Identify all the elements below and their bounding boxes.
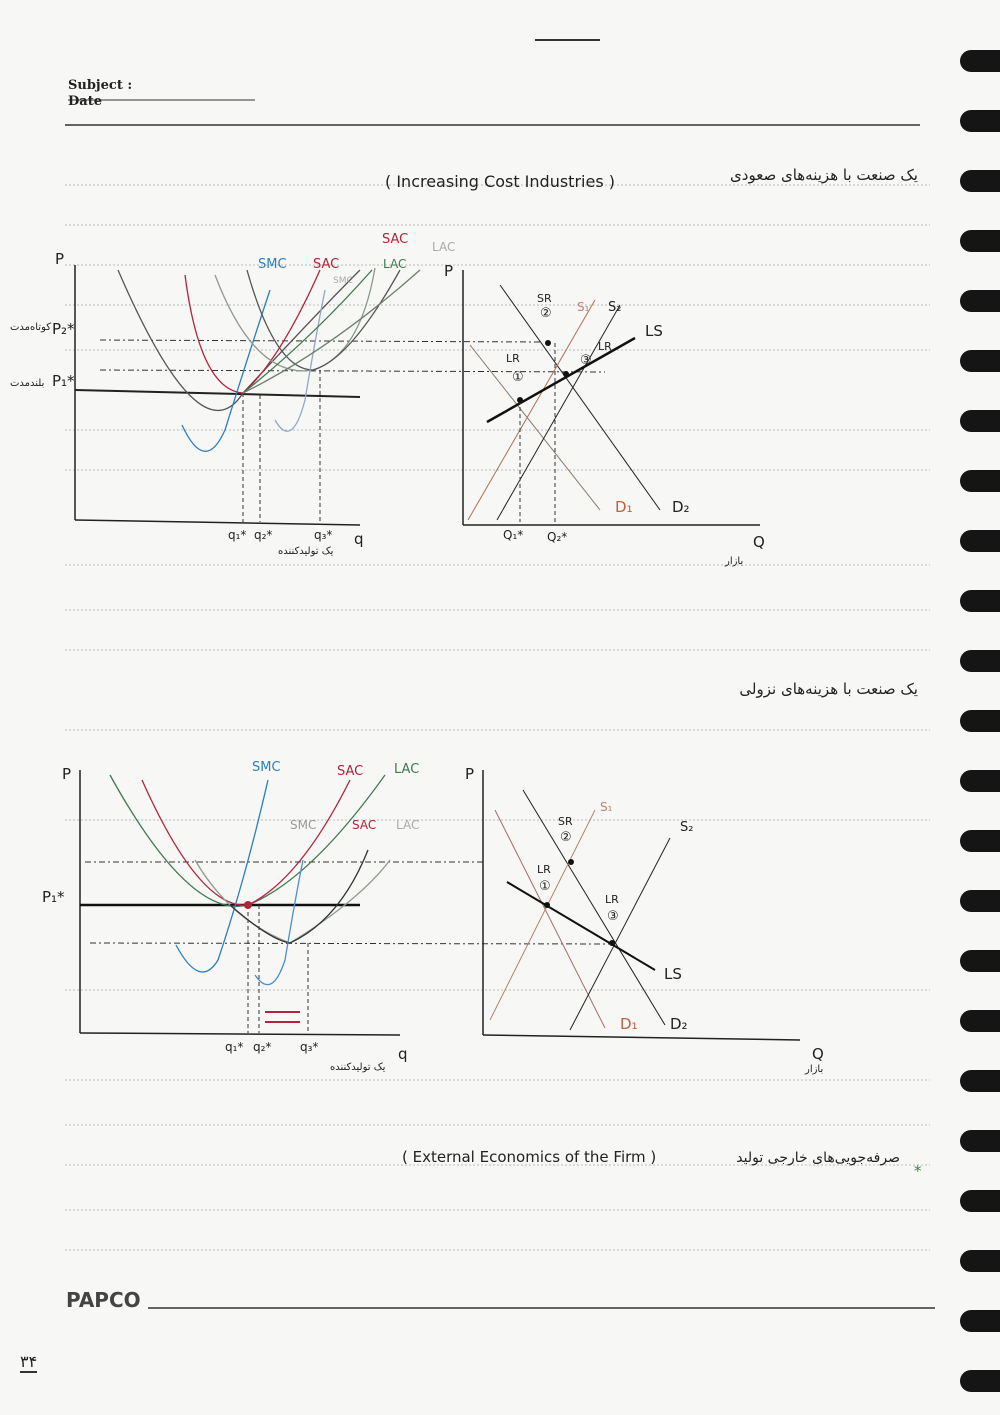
label-lr2: LR	[598, 340, 612, 353]
label-q3-2: q₃*	[300, 1040, 319, 1054]
caption-market-2: بازار	[805, 1064, 824, 1075]
label-sr-num-2: ②	[560, 830, 572, 845]
axis-label-q: q	[354, 530, 364, 548]
ruled-lines	[65, 184, 930, 1251]
subject-label: Subject :	[68, 78, 133, 93]
label-lac: LAC	[383, 257, 407, 271]
label-q3: q₃*	[314, 528, 333, 542]
label-q2-2: q₂*	[253, 1040, 272, 1054]
footer-note-en: ( External Economics of the Firm )	[402, 1148, 657, 1166]
label-p1-2: P₁*	[42, 888, 65, 906]
label-d1: D₁	[615, 498, 633, 516]
label-lac-2: LAC	[394, 762, 420, 777]
label-s2: S₂	[608, 300, 622, 315]
label-sr-2: SR	[558, 815, 573, 828]
section1-title-en: ( Increasing Cost Industries )	[385, 172, 615, 191]
label-smc: SMC	[258, 257, 287, 272]
label-sac: SAC	[313, 257, 340, 272]
label-lac-top: LAC	[432, 240, 456, 254]
caption-firm: یک تولیدکننده	[278, 546, 334, 557]
axis-label-q-2: q	[398, 1045, 408, 1063]
label-q2: q₂*	[254, 528, 273, 542]
axis-label-Q: Q	[753, 533, 765, 551]
chart2-market	[482, 770, 801, 1041]
label-lr2-num-2: ③	[607, 909, 619, 924]
caption-firm-2: یک تولیدکننده	[330, 1062, 386, 1073]
page-number: ۳۴	[20, 1352, 38, 1373]
label-ls: LS	[645, 322, 663, 340]
axis-label-p: P	[55, 250, 65, 268]
footer-note-fa: صرفه‌جویی‌های خارجی تولید	[736, 1150, 900, 1166]
label-lr1-num-2: ①	[539, 879, 551, 894]
axis-label-p-market-2: P	[465, 765, 475, 783]
caption-market: بازار	[725, 556, 744, 567]
label-smc-2: SMC	[252, 760, 281, 775]
chart2-firm	[79, 770, 611, 1036]
chart1-market	[462, 270, 760, 526]
label-q1-2: q₁*	[225, 1040, 244, 1054]
note-long-run: بلندمدت	[10, 378, 45, 389]
label-lr1: LR	[506, 352, 520, 365]
label-Q2: Q₂*	[547, 530, 568, 544]
label-s1: S₁	[577, 300, 590, 314]
label-p2: P₂*	[52, 320, 75, 338]
label-sac-top: SAC	[382, 232, 409, 247]
label-d2-2: D₂	[670, 1015, 688, 1033]
label-s1-2: S₁	[600, 800, 613, 814]
label-smc-2-faded: SMC	[290, 818, 317, 832]
label-lr1-2: LR	[537, 863, 551, 876]
axis-label-p-market: P	[444, 262, 454, 280]
label-lac-2-faded: LAC	[396, 818, 420, 832]
label-lr1-num: ①	[512, 370, 524, 385]
label-p1: P₁*	[52, 372, 75, 390]
label-smc-faded: SMC	[333, 276, 353, 286]
label-sac-2-faded: SAC	[352, 818, 377, 832]
brand-logo: PAPCO	[66, 1288, 141, 1312]
label-lr2-2: LR	[605, 893, 619, 906]
label-d2: D₂	[672, 498, 690, 516]
label-ls-2: LS	[664, 965, 682, 983]
axis-label-p2: P	[62, 765, 72, 783]
date-label: Date	[68, 94, 102, 109]
label-Q1: Q₁*	[503, 528, 524, 542]
chart1-firm	[74, 265, 606, 526]
section2-title-fa: یک صنعت با هزینه‌های نزولی	[739, 680, 918, 698]
label-sr-num: ②	[540, 306, 552, 321]
label-q1: q₁*	[228, 528, 247, 542]
section1-title-fa: یک صنعت با هزینه‌های صعودی	[730, 166, 918, 184]
footer-note-bullet: *	[914, 1162, 922, 1180]
label-sac-2: SAC	[337, 764, 364, 779]
label-s2-2: S₂	[680, 820, 694, 835]
note-short-run: کوتاه‌مدت	[10, 322, 52, 333]
label-lr2-num: ③	[580, 353, 592, 368]
label-sr: SR	[537, 292, 552, 305]
label-d1-2: D₁	[620, 1015, 638, 1033]
axis-label-Q-2: Q	[812, 1045, 824, 1063]
